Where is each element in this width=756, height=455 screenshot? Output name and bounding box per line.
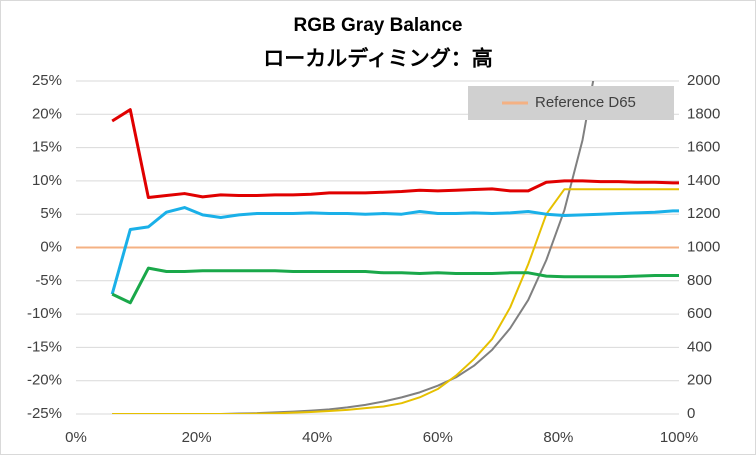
x-tick-label: 80% [543,429,573,446]
y2-tick-label: 1400 [687,172,720,189]
y-tick-label: -15% [27,338,62,355]
y2-tick-label: 600 [687,305,712,322]
y2-tick-label: 2000 [687,72,720,89]
chart-title: RGB Gray Balance [294,15,463,36]
y2-tick-label: 1000 [687,238,720,255]
y-tick-label: 20% [32,105,62,122]
y2-tick-label: 800 [687,272,712,289]
x-tick-label: 20% [182,429,212,446]
x-tick-label: 40% [302,429,332,446]
legend-label: Reference D65 [535,94,636,111]
y-tick-label: 5% [40,205,62,222]
chart-subtitle: ローカルディミング：高 [263,47,493,71]
y2-tick-label: 0 [687,405,695,422]
y-tick-label: -10% [27,305,62,322]
data-line [110,206,679,295]
y2-tick-label: 1600 [687,139,720,156]
y2-tick-label: 400 [687,338,712,355]
y2-tick-label: 1200 [687,205,720,222]
y-tick-label: -20% [27,372,62,389]
data-line [111,266,679,305]
y-tick-label: -25% [27,405,62,422]
y-tick-label: 15% [32,139,62,156]
x-tick-label: 60% [423,429,453,446]
y-tick-label: 10% [32,172,62,189]
data-line [112,81,595,414]
y-tick-label: -5% [35,272,62,289]
plot-area [76,81,679,414]
axes: -25% -20% -15% -10% -5% 0% 5% 10% 15% 20% 25% 0 200 4… [27,72,720,446]
data-line [111,108,679,200]
legend: Reference D65 [468,86,674,120]
y2-tick-label: 1800 [687,105,720,122]
x-tick-label: 100% [660,429,698,446]
y2-tick-label: 200 [687,372,712,389]
x-tick-label: 0% [65,429,87,446]
y-tick-label: 25% [32,72,62,89]
data-line [112,188,679,414]
y-tick-label: 0% [40,238,62,255]
